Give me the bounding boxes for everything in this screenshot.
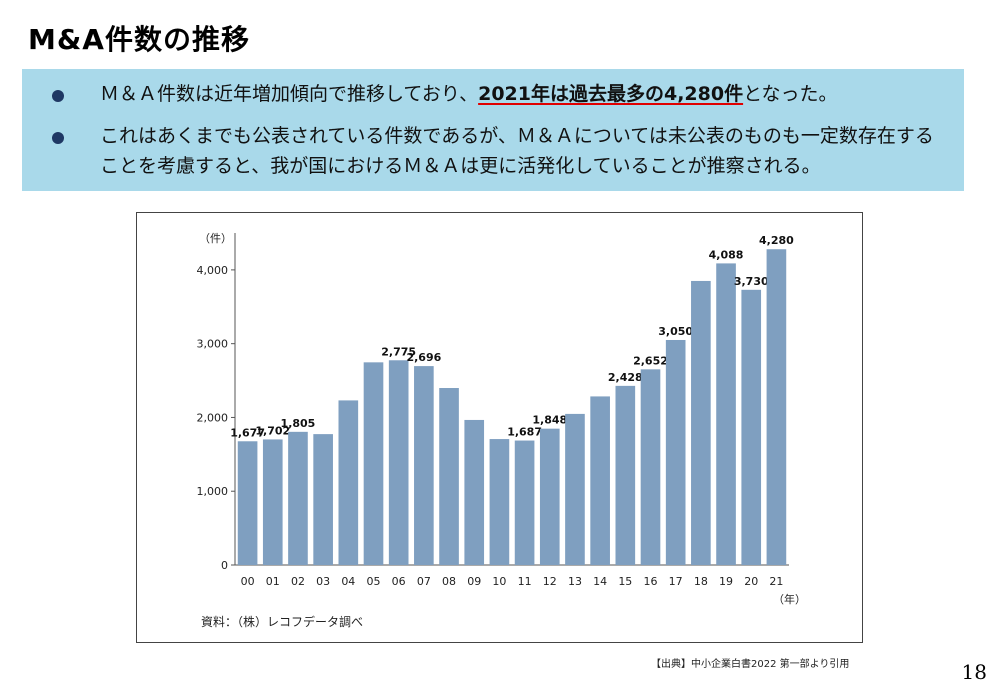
bullet-text-2: これはあくまでも公表されている件数であるが、Ｍ＆Ａについては未公表のものも一定数… (100, 121, 946, 181)
bullet2-line1: これはあくまでも公表されている件数であるが、Ｍ＆Ａについては未公表のものも一定数… (100, 125, 934, 147)
x-tick-label: 12 (543, 575, 557, 588)
x-tick-label: 09 (467, 575, 481, 588)
data-label: 2,696 (406, 351, 441, 364)
bullet1-suffix: となった。 (743, 83, 838, 105)
x-tick-label: 13 (568, 575, 582, 588)
data-label: 4,088 (709, 248, 744, 261)
x-tick-label: 03 (316, 575, 330, 588)
x-tick-label: 21 (769, 575, 783, 588)
page-number: 18 (961, 660, 987, 684)
bar (464, 419, 485, 565)
x-tick-label: 18 (694, 575, 708, 588)
bar (262, 439, 283, 565)
x-tick-label: 05 (367, 575, 381, 588)
data-label: 2,775 (381, 345, 416, 358)
bar (388, 360, 409, 565)
bullet2-line2: ことを考慮すると、我が国におけるＭ＆Ａは更に活発化していることが推察される。 (100, 155, 821, 177)
chart-source: 資料：（株）レコフデータ調べ (201, 615, 364, 629)
bar (716, 263, 736, 565)
y-tick-label: 2,000 (197, 411, 229, 424)
x-tick-label: 14 (593, 575, 607, 588)
bullet1-emphasis: 2021年は過去最多の4,280件 (478, 83, 744, 105)
data-label: 1,677 (230, 426, 265, 439)
bar (338, 400, 359, 565)
bar (691, 280, 711, 565)
x-tick-label: 15 (618, 575, 632, 588)
x-tick-label: 02 (291, 575, 305, 588)
citation: 【出典】中小企業白書2022 第一部より引用 (651, 659, 850, 670)
data-label: 1,805 (281, 417, 316, 430)
x-tick-label: 00 (241, 575, 255, 588)
x-tick-label: 04 (341, 575, 355, 588)
data-label: 3,050 (658, 325, 693, 338)
data-label: 1,687 (507, 426, 542, 439)
bar (414, 366, 434, 565)
data-label: 4,280 (759, 234, 794, 247)
x-tick-label: 16 (644, 575, 658, 588)
x-tick-label: 11 (518, 575, 532, 588)
y-tick-label: 3,000 (197, 338, 229, 351)
bar (640, 369, 661, 565)
data-label: 2,428 (608, 371, 643, 384)
x-tick-label: 10 (492, 575, 506, 588)
summary-box: Ｍ＆Ａ件数は近年増加傾向で推移しており、2021年は過去最多の4,280件となっ… (22, 69, 964, 191)
bar (489, 439, 510, 565)
bar (766, 249, 787, 565)
chart-frame: （件） （年） 0 1,000 2,000 3,000 4,000 00 1,677 01 1,… (136, 212, 863, 643)
x-tick-label: 01 (266, 575, 280, 588)
x-tick-label: 07 (417, 575, 431, 588)
slide-title: M&A件数の推移 (28, 23, 250, 56)
bar (288, 431, 308, 565)
bar (615, 385, 636, 565)
bullet-text-1: Ｍ＆Ａ件数は近年増加傾向で推移しており、2021年は過去最多の4,280件となっ… (100, 79, 946, 109)
bar (665, 339, 686, 565)
bar (363, 362, 384, 565)
x-axis-unit: （年） (773, 592, 806, 606)
data-label: 1,848 (532, 414, 567, 427)
bar-chart: （件） （年） 0 1,000 2,000 3,000 4,000 00 1,677 01 1,… (197, 232, 807, 606)
bar (514, 440, 535, 565)
data-label: 1,702 (255, 424, 290, 437)
bar (313, 434, 333, 565)
x-tick-label: 06 (392, 575, 406, 588)
y-tick-label: 4,000 (197, 264, 229, 277)
data-label: 3,730 (734, 275, 769, 288)
y-tick-label: 1,000 (197, 485, 229, 498)
bar (539, 428, 560, 565)
x-tick-label: 17 (669, 575, 683, 588)
bullet1-prefix: Ｍ＆Ａ件数は近年増加傾向で推移しており、 (100, 83, 479, 105)
y-tick-label: 0 (221, 559, 228, 572)
bar (439, 388, 459, 565)
bar (565, 413, 585, 565)
bullet-dot-icon (52, 132, 64, 144)
x-tick-label: 19 (719, 575, 733, 588)
bar (237, 441, 258, 565)
bullet-dot-icon (52, 90, 64, 102)
bar (590, 396, 610, 565)
x-tick-label: 08 (442, 575, 456, 588)
data-label: 2,652 (633, 354, 668, 367)
x-tick-label: 20 (744, 575, 758, 588)
y-axis-unit: （件） (199, 232, 232, 245)
bar (741, 289, 762, 565)
